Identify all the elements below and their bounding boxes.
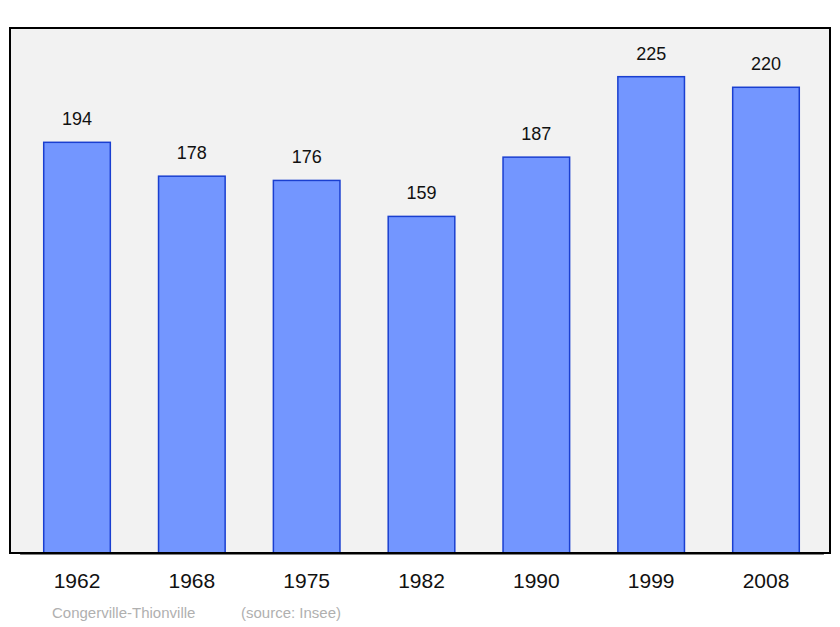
data-label: 176 <box>292 147 322 167</box>
x-tick: 1999 <box>628 569 675 592</box>
data-label: 220 <box>751 54 781 74</box>
bars <box>44 77 800 553</box>
bar <box>618 77 685 553</box>
x-axis-line <box>20 553 824 555</box>
chart: 194 178 176 159 187 225 220 1962 1968 1975 1982 199… <box>0 0 840 627</box>
x-tick: 1968 <box>168 569 215 592</box>
bar <box>159 176 226 553</box>
subtitle: (source: Insee) <box>241 604 341 621</box>
plot-frame <box>10 28 830 553</box>
bar <box>388 216 455 553</box>
plot-background <box>10 28 830 553</box>
x-tick: 2008 <box>743 569 790 592</box>
bar <box>44 142 111 553</box>
data-label: 187 <box>521 124 551 144</box>
x-tick: 1962 <box>54 569 101 592</box>
data-label: 194 <box>62 109 92 129</box>
x-tick: 1982 <box>398 569 445 592</box>
x-tick-label: 1990 <box>513 569 560 592</box>
x-tick-label: 1999 <box>628 569 675 592</box>
title: Congerville-Thionville <box>52 604 195 621</box>
data-labels: 194 178 176 159 187 225 220 <box>62 44 781 204</box>
x-tick: 1975 <box>283 569 330 592</box>
x-tick-label: 1962 <box>54 569 101 592</box>
data-label: 225 <box>636 44 666 64</box>
bar <box>273 180 340 553</box>
bar <box>733 87 800 553</box>
data-label: 159 <box>406 183 436 203</box>
x-axis: 1962 1968 1975 1982 1990 1999 2008 <box>20 554 824 592</box>
x-tick: 1990 <box>513 569 560 592</box>
x-tick-label: 1968 <box>168 569 215 592</box>
bar <box>503 157 570 553</box>
x-tick-label: 2008 <box>743 569 790 592</box>
x-tick-label: 1975 <box>283 569 330 592</box>
x-tick-label: 1982 <box>398 569 445 592</box>
data-label: 178 <box>177 143 207 163</box>
